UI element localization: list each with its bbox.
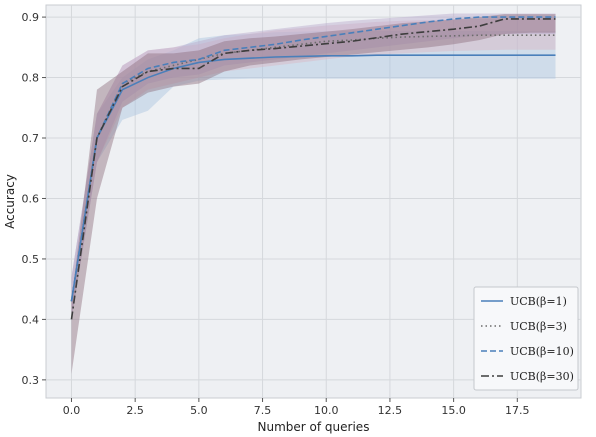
x-tick-label: 5.0 — [190, 404, 208, 417]
gridlines — [46, 5, 581, 398]
x-tick-label: 10.0 — [314, 404, 339, 417]
x-tick-label: 2.5 — [126, 404, 144, 417]
x-axis-ticks: 0.0 2.5 5.0 7.5 10.0 12.5 15.0 17.5 — [63, 398, 530, 417]
x-axis-label: Number of queries — [258, 420, 370, 434]
y-tick-label: 0.5 — [22, 253, 40, 266]
y-axis-label: Accuracy — [3, 174, 17, 229]
confidence-band-1 — [71, 30, 556, 320]
legend: UCB(β=1) UCB(β=3) UCB(β=10) UCB(β=30) — [473, 286, 579, 391]
x-tick-label: 15.0 — [441, 404, 466, 417]
series-lines — [70, 16, 556, 320]
confidence-bands — [71, 13, 556, 374]
legend-box — [473, 286, 579, 391]
y-tick-label: 0.9 — [22, 11, 40, 24]
series-line-1 — [70, 54, 556, 302]
x-tick-label: 12.5 — [378, 404, 403, 417]
y-tick-label: 0.7 — [22, 132, 40, 145]
series-line-4 — [70, 18, 556, 320]
x-tick-label: 0.0 — [63, 404, 81, 417]
y-tick-label: 0.6 — [22, 192, 40, 205]
y-axis-ticks: 0.3 0.4 0.5 0.6 0.7 0.8 0.9 — [22, 11, 46, 387]
confidence-band-2 — [71, 18, 556, 320]
legend-label-4: UCB(β=30) — [510, 370, 574, 383]
x-tick-label: 7.5 — [254, 404, 272, 417]
legend-label-2: UCB(β=3) — [510, 320, 567, 333]
y-tick-label: 0.4 — [22, 313, 40, 326]
series-line-3 — [70, 16, 556, 302]
legend-label-1: UCB(β=1) — [510, 295, 567, 308]
y-tick-label: 0.3 — [22, 374, 40, 387]
x-tick-label: 17.5 — [505, 404, 530, 417]
y-tick-label: 0.8 — [22, 72, 40, 85]
legend-label-3: UCB(β=10) — [510, 345, 574, 358]
